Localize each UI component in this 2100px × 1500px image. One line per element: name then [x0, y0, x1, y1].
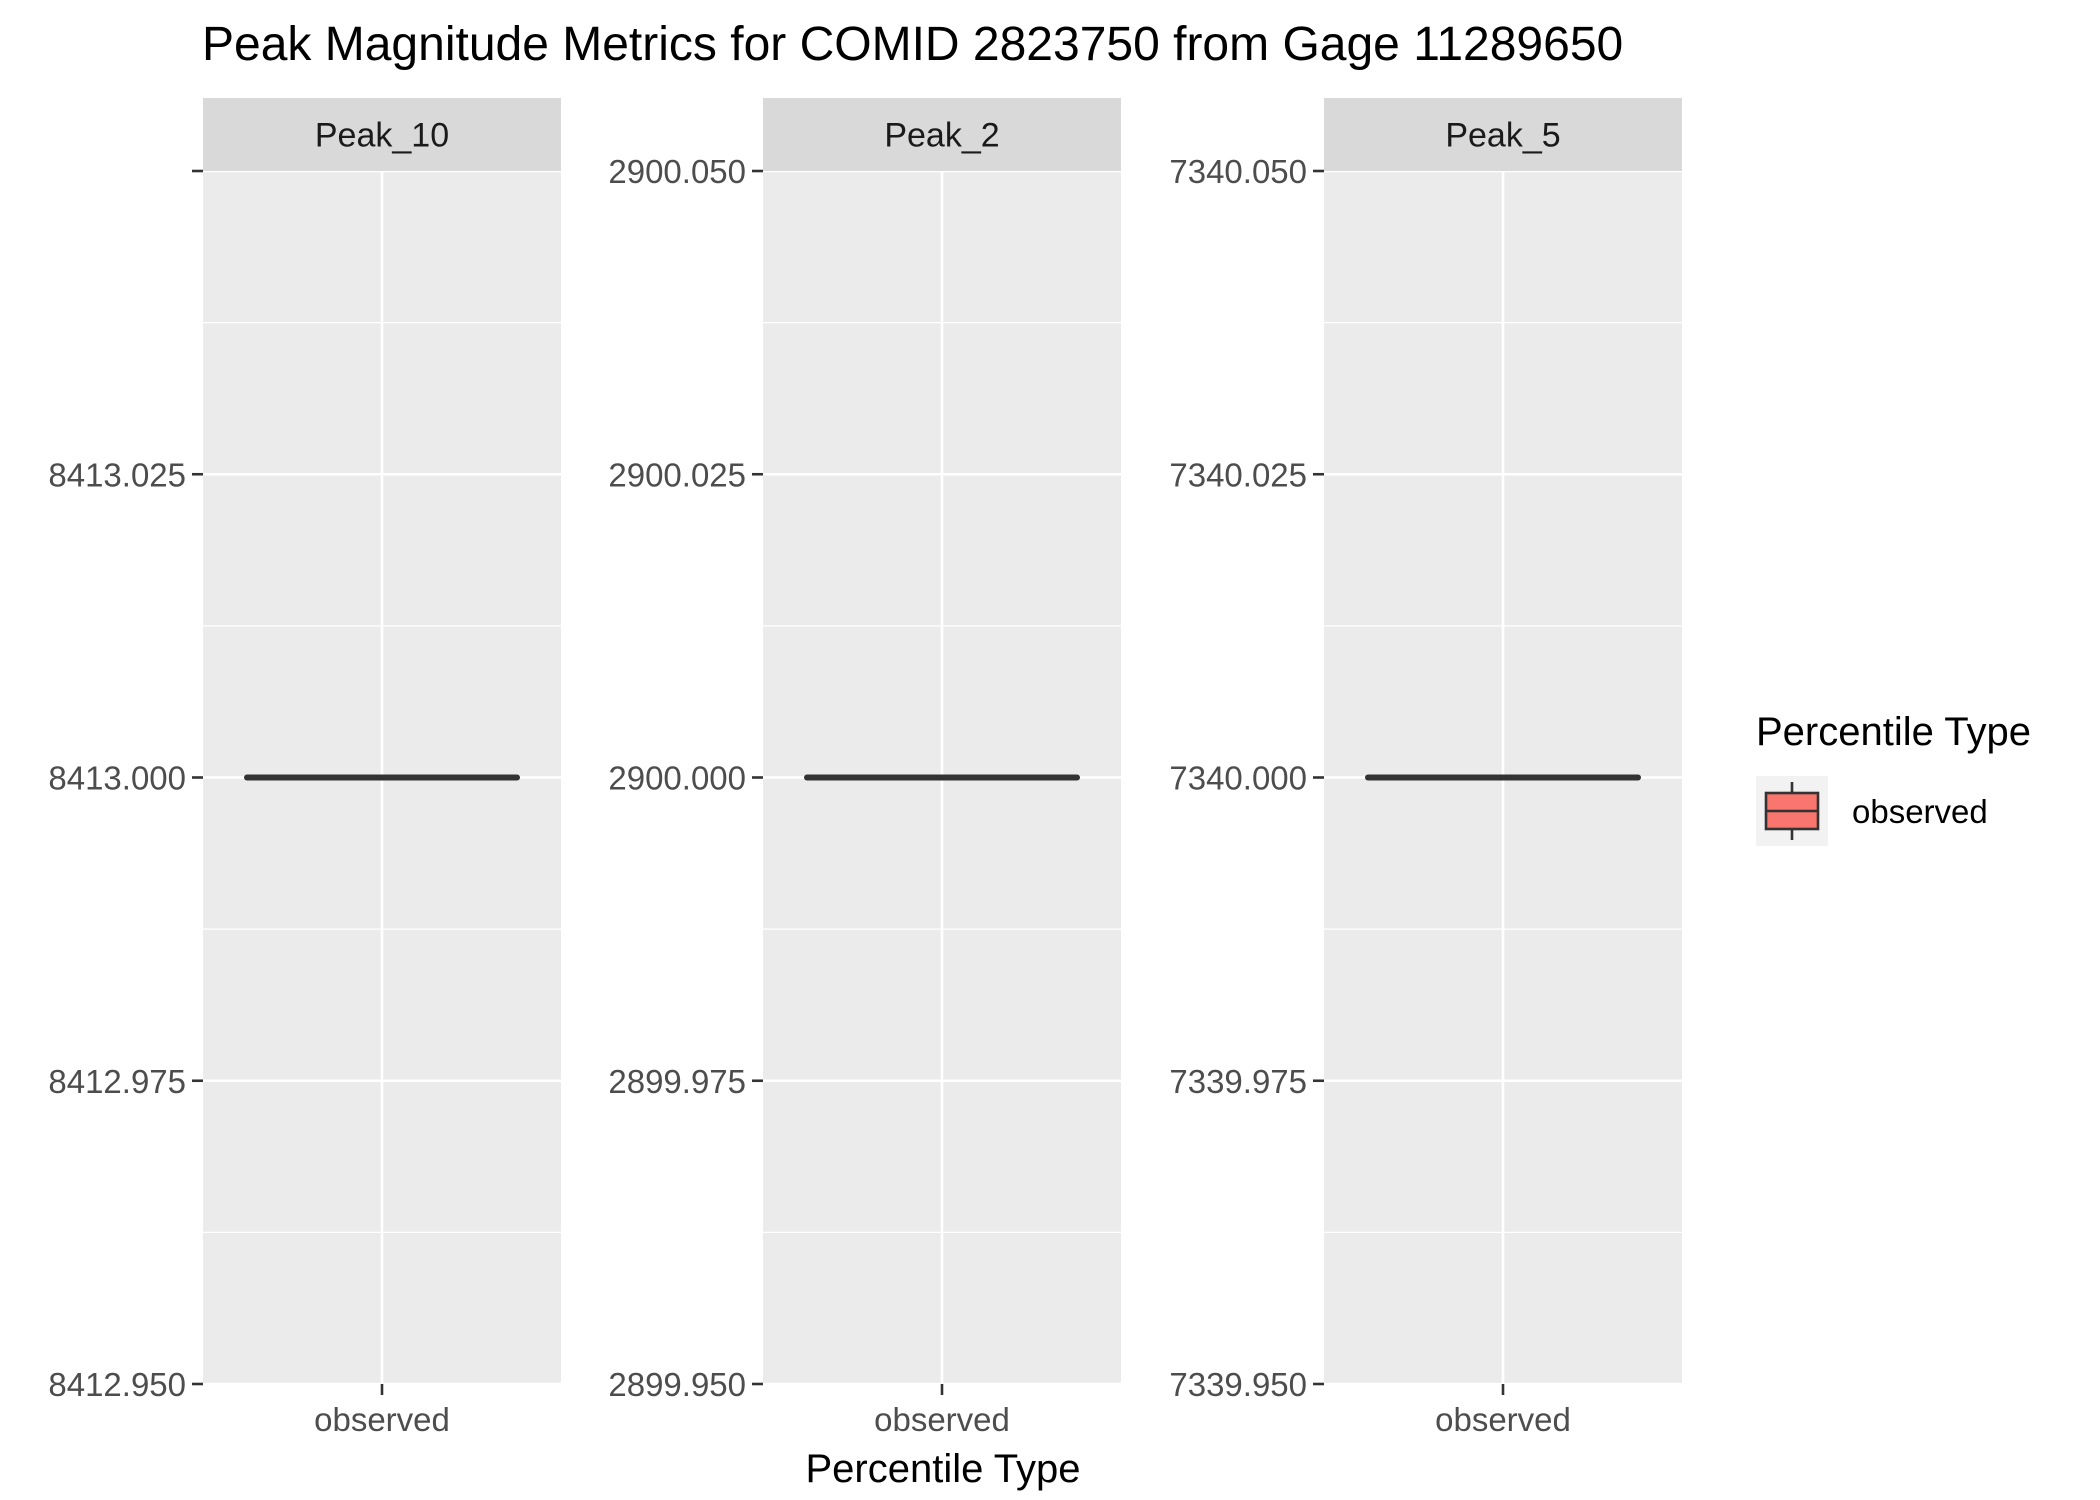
y-tick-label: 2900.025: [608, 456, 746, 493]
y-tick-label: 7339.950: [1169, 1366, 1307, 1403]
y-tick-label: 2899.950: [608, 1366, 746, 1403]
y-tick-label: 8412.950: [48, 1366, 186, 1403]
chart-title: Peak Magnitude Metrics for COMID 2823750…: [202, 18, 1623, 71]
y-tick-label: 7340.025: [1169, 456, 1307, 493]
facets: Peak_10 8412.950 8412.975 8413.000 8413.025 o…: [48, 98, 1682, 1438]
legend: Percentile Type observed: [1756, 710, 2031, 846]
y-tick-label: 2899.975: [608, 1063, 746, 1100]
y-tick-label: 2900.000: [608, 760, 746, 797]
facet-label: Peak_5: [1445, 117, 1560, 155]
y-tick-label: 7339.975: [1169, 1063, 1307, 1100]
x-tick-label: observed: [314, 1401, 450, 1438]
y-tick-label: 2900.050: [608, 153, 746, 190]
y-tick-label: 8413.000: [48, 760, 186, 797]
x-tick-label: observed: [874, 1401, 1010, 1438]
x-tick-label: observed: [1435, 1401, 1571, 1438]
facet-label: Peak_2: [884, 117, 999, 155]
y-tick-label: 8412.975: [48, 1063, 186, 1100]
legend-entry: observed: [1756, 776, 1988, 846]
y-tick-label: 7340.000: [1169, 760, 1307, 797]
facet-peak-5: Peak_5 7339.950 7339.975 7340.000 7340.025 73…: [1169, 98, 1682, 1438]
facet-label: Peak_10: [315, 117, 449, 155]
facet-strip: [1324, 98, 1682, 171]
y-tick-label: 8413.025: [48, 456, 186, 493]
x-axis-title: Percentile Type: [806, 1447, 1081, 1491]
facet-peak-10: Peak_10 8412.950 8412.975 8413.000 8413.025 o…: [48, 98, 561, 1438]
legend-entries: observed: [1756, 776, 1988, 846]
facet-strip: [763, 98, 1121, 171]
facet-strip: [203, 98, 561, 171]
legend-title: Percentile Type: [1756, 710, 2031, 754]
facet-peak-2: Peak_2 2899.950 2899.975 2900.000 2900.025 29…: [608, 98, 1121, 1438]
y-tick-label: 7340.050: [1169, 153, 1307, 190]
legend-entry-label: observed: [1852, 793, 1988, 830]
